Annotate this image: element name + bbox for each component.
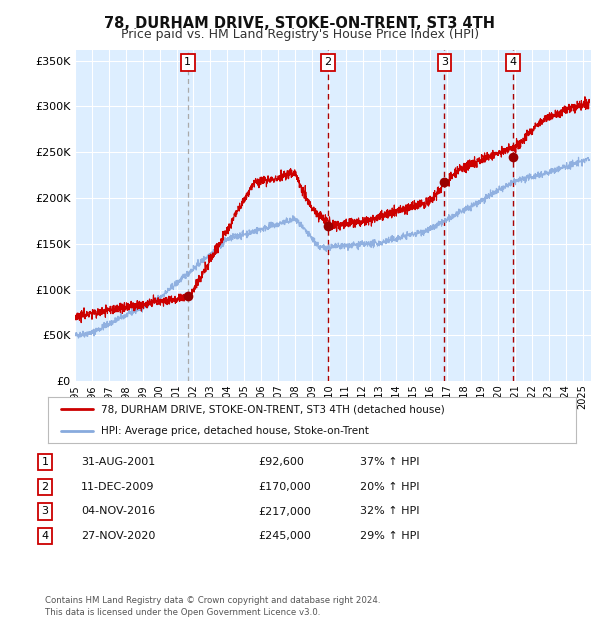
Text: £92,600: £92,600 [258, 457, 304, 467]
Text: 32% ↑ HPI: 32% ↑ HPI [360, 507, 419, 516]
Text: 78, DURHAM DRIVE, STOKE-ON-TRENT, ST3 4TH: 78, DURHAM DRIVE, STOKE-ON-TRENT, ST3 4T… [104, 16, 496, 30]
Text: 3: 3 [441, 58, 448, 68]
Text: 31-AUG-2001: 31-AUG-2001 [81, 457, 155, 467]
Text: 1: 1 [41, 457, 49, 467]
Text: 78, DURHAM DRIVE, STOKE-ON-TRENT, ST3 4TH (detached house): 78, DURHAM DRIVE, STOKE-ON-TRENT, ST3 4T… [101, 404, 445, 414]
Text: 2: 2 [41, 482, 49, 492]
Text: 27-NOV-2020: 27-NOV-2020 [81, 531, 155, 541]
Text: 3: 3 [41, 507, 49, 516]
Text: 11-DEC-2009: 11-DEC-2009 [81, 482, 155, 492]
Text: 2: 2 [324, 58, 331, 68]
Text: Contains HM Land Registry data © Crown copyright and database right 2024.
This d: Contains HM Land Registry data © Crown c… [45, 596, 380, 617]
Text: £245,000: £245,000 [258, 531, 311, 541]
Text: HPI: Average price, detached house, Stoke-on-Trent: HPI: Average price, detached house, Stok… [101, 426, 368, 436]
Text: 04-NOV-2016: 04-NOV-2016 [81, 507, 155, 516]
Text: Price paid vs. HM Land Registry's House Price Index (HPI): Price paid vs. HM Land Registry's House … [121, 28, 479, 41]
Text: 4: 4 [510, 58, 517, 68]
Text: 29% ↑ HPI: 29% ↑ HPI [360, 531, 419, 541]
Text: £217,000: £217,000 [258, 507, 311, 516]
Text: 1: 1 [184, 58, 191, 68]
Text: 20% ↑ HPI: 20% ↑ HPI [360, 482, 419, 492]
Text: £170,000: £170,000 [258, 482, 311, 492]
Text: 37% ↑ HPI: 37% ↑ HPI [360, 457, 419, 467]
Text: 4: 4 [41, 531, 49, 541]
